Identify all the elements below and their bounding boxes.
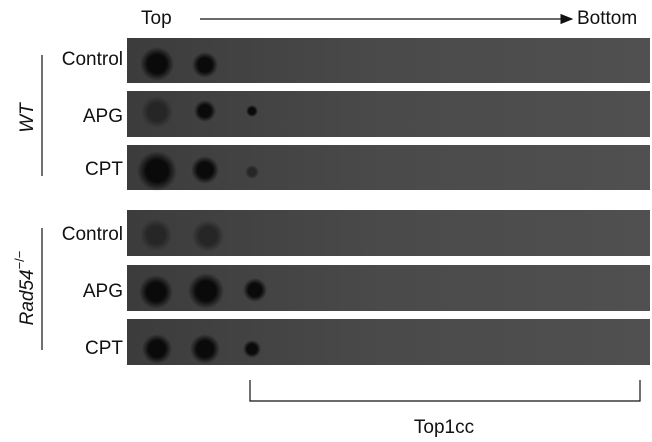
dot (137, 151, 177, 191)
dot (142, 334, 172, 364)
dot (140, 47, 174, 81)
row-label: CPT (85, 159, 123, 180)
strips (127, 38, 650, 365)
dot (188, 273, 224, 309)
dot (192, 220, 224, 252)
group-label: WT (17, 102, 38, 133)
dot (246, 105, 258, 117)
footer-label: Top1cc (414, 417, 474, 438)
group-label-sup: −/− (12, 251, 27, 270)
bottom-label: Bottom (577, 8, 637, 29)
top-label: Top (141, 8, 172, 29)
dot (194, 100, 216, 122)
row-label: APG (83, 106, 123, 127)
dot (190, 334, 220, 364)
row-label: APG (83, 281, 123, 302)
dot (141, 96, 173, 128)
dot (139, 275, 173, 309)
footer-bracket (250, 380, 640, 401)
dot (245, 165, 259, 179)
row-label: CPT (85, 338, 123, 359)
group-label: Rad54−/− (12, 251, 38, 326)
dot (140, 219, 172, 251)
dot (191, 156, 219, 184)
row-label: Control (62, 49, 123, 70)
dot (243, 278, 267, 302)
dot (192, 52, 218, 78)
row-label: Control (62, 224, 123, 245)
dot (243, 340, 261, 358)
group-label-name: Rad54 (17, 269, 38, 325)
figure: Top Bottom Control APG CPT Control APG C… (0, 0, 652, 442)
